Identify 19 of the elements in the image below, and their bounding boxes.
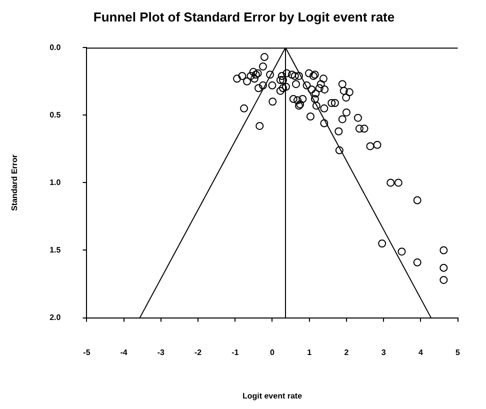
y-tick-label: 0.5 (50, 110, 62, 120)
y-tick-label: 1.0 (50, 178, 62, 187)
x-axis-title: Logit event rate (242, 391, 303, 400)
x-tick-label: 4 (418, 348, 424, 357)
x-tick-label: 2 (344, 348, 350, 357)
x-tick-label: 0 (270, 348, 276, 357)
y-tick-label: 0.0 (50, 42, 62, 52)
x-tick-label: -4 (120, 348, 128, 357)
x-tick-label: 5 (456, 348, 461, 357)
y-axis-title: Standard Error (10, 154, 20, 211)
y-tick-label: 2.0 (50, 313, 62, 322)
x-tick-label: -5 (83, 348, 91, 357)
chart-title: Funnel Plot of Standard Error by Logit event rate (93, 9, 395, 24)
x-tick-label: -3 (157, 348, 166, 357)
y-tick-label: 1.5 (50, 245, 62, 254)
x-tick-label: -1 (232, 348, 240, 357)
x-tick-label: 1 (307, 348, 312, 357)
x-tick-label: 3 (381, 348, 386, 357)
x-tick-label: -2 (194, 348, 202, 357)
